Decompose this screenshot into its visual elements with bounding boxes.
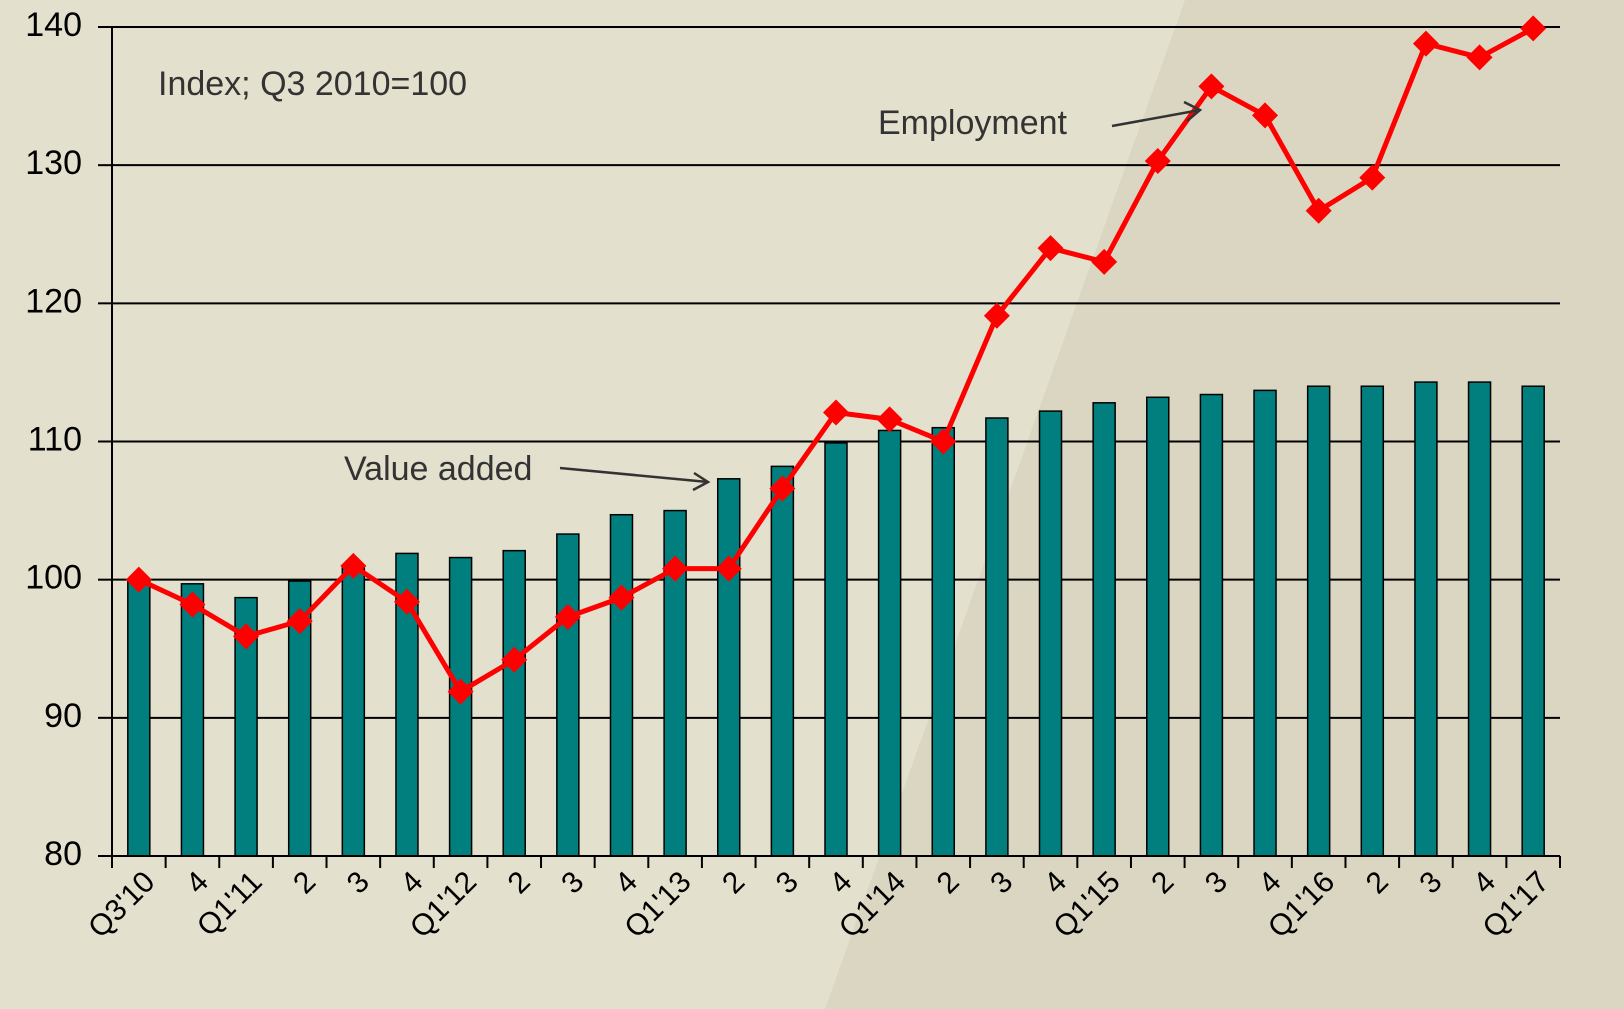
bar: [556, 533, 580, 857]
marker: [340, 552, 367, 579]
bar: [1414, 381, 1438, 857]
bar: [1253, 389, 1277, 857]
marker: [1091, 248, 1118, 275]
marker: [233, 623, 260, 650]
marker: [286, 608, 313, 635]
bar: [824, 442, 848, 857]
marker: [983, 302, 1010, 329]
marker: [1305, 197, 1332, 224]
marker: [1198, 73, 1225, 100]
y-tick-label: 130: [25, 144, 82, 182]
series-annotation: Employment: [878, 104, 1068, 142]
marker: [662, 555, 689, 582]
y-tick-label: 140: [25, 6, 82, 44]
marker: [769, 475, 796, 502]
marker: [1412, 30, 1439, 57]
marker: [1252, 102, 1279, 129]
marker: [930, 428, 957, 455]
subtitle: Index; Q3 2010=100: [158, 65, 467, 103]
bar: [1360, 385, 1385, 857]
marker: [1520, 15, 1547, 42]
bar: [1521, 385, 1545, 857]
bar: [341, 565, 366, 857]
series-annotation: Value added: [344, 450, 532, 488]
bar: [1467, 381, 1492, 857]
bar: [1199, 393, 1224, 857]
marker: [554, 603, 581, 630]
annotation-arrow: [1111, 108, 1201, 128]
marker: [393, 588, 420, 615]
y-tick-label: 100: [25, 559, 82, 597]
bar: [448, 556, 473, 857]
y-tick-label: 120: [25, 282, 82, 320]
y-tick-label: 90: [44, 697, 82, 735]
bar: [180, 583, 205, 857]
marker: [447, 678, 474, 705]
bar: [1092, 402, 1116, 857]
bar: [1306, 385, 1331, 857]
bar: [1146, 396, 1170, 857]
marker: [608, 584, 635, 611]
bar: [127, 578, 151, 857]
bar: [931, 426, 956, 857]
marker: [823, 399, 849, 426]
bar: [985, 417, 1009, 857]
annotation-arrow: [559, 466, 709, 484]
marker: [1466, 44, 1493, 71]
bar: [770, 465, 795, 857]
marker: [501, 646, 528, 673]
annotation-arrowhead: [692, 471, 711, 492]
marker: [125, 566, 152, 593]
bar: [877, 429, 902, 857]
marker: [179, 591, 206, 618]
bar: [502, 549, 526, 857]
marker: [1359, 164, 1386, 191]
y-tick-label: 80: [44, 835, 82, 873]
y-tick-label: 110: [28, 420, 82, 458]
marker: [1037, 235, 1064, 262]
annotation-arrowhead: [1183, 100, 1203, 122]
bar: [1038, 410, 1063, 857]
marker: [715, 555, 742, 582]
bar: [716, 478, 741, 857]
marker: [1144, 148, 1171, 175]
marker: [876, 406, 903, 433]
bar: [609, 513, 634, 857]
